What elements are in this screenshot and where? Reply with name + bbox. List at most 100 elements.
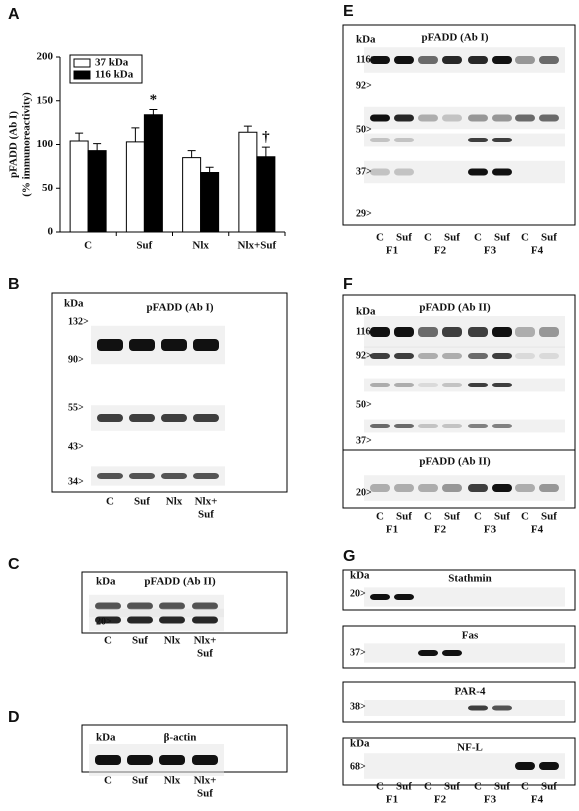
- band: [468, 327, 488, 337]
- marker-label: 20>: [350, 588, 366, 599]
- legend-swatch: [73, 70, 91, 80]
- lane-label: Suf: [444, 232, 460, 244]
- lane-label: C: [106, 496, 114, 508]
- fraction-label: F3: [484, 524, 497, 536]
- lane-label: Nlx+: [194, 635, 217, 647]
- marker-label: 116>: [356, 326, 376, 337]
- band: [370, 594, 390, 600]
- lane-label: Suf: [197, 788, 213, 800]
- bar: [200, 172, 220, 233]
- lane-label: C: [376, 511, 384, 523]
- y-tick-label: 0: [48, 226, 54, 238]
- band: [127, 755, 153, 765]
- band: [492, 353, 512, 359]
- fraction-label: F3: [484, 245, 497, 257]
- band: [539, 114, 559, 122]
- band: [394, 383, 414, 387]
- blot-background: [364, 106, 565, 130]
- marker-label: 37>: [356, 435, 372, 446]
- kda-label: kDa: [64, 298, 84, 310]
- band: [370, 114, 390, 122]
- marker-label: 34>: [68, 476, 84, 487]
- band: [192, 755, 218, 765]
- lane-label: C: [474, 511, 482, 523]
- marker-label: 37>: [350, 647, 366, 658]
- lane-label: C: [521, 232, 529, 244]
- lane-label: Suf: [132, 635, 148, 647]
- bar: [143, 114, 163, 233]
- band: [95, 602, 121, 610]
- blot-background: [89, 608, 224, 632]
- lane-label: Suf: [541, 511, 557, 523]
- band: [442, 650, 462, 656]
- bar: [69, 140, 89, 233]
- panel-letter: G: [343, 548, 355, 565]
- fraction-label: F2: [434, 245, 447, 257]
- marker-label: 90>: [68, 354, 84, 365]
- band: [515, 114, 535, 122]
- fraction-label: F4: [531, 524, 544, 536]
- blot-title: pFADD (Ab I): [421, 32, 488, 44]
- fraction-label: F2: [434, 794, 447, 806]
- band: [418, 353, 438, 359]
- lane-label: C: [376, 232, 384, 244]
- band: [539, 56, 559, 64]
- lane-label: Suf: [444, 511, 460, 523]
- lane-label: Suf: [396, 511, 412, 523]
- band: [442, 484, 462, 492]
- panel-letter: C: [8, 556, 20, 573]
- band: [394, 353, 414, 359]
- band: [539, 353, 559, 359]
- lane-label: C: [104, 775, 112, 787]
- band: [492, 484, 512, 492]
- lane-label: C: [376, 781, 384, 793]
- band: [418, 56, 438, 64]
- band: [193, 339, 219, 351]
- band: [95, 616, 121, 624]
- blot-title: PAR-4: [455, 686, 486, 698]
- band: [97, 414, 123, 422]
- band: [492, 424, 512, 428]
- fraction-label: F1: [386, 524, 398, 536]
- fraction-label: F4: [531, 794, 544, 806]
- panel-letter: B: [8, 276, 20, 293]
- band: [394, 594, 414, 600]
- marker-label: 50>: [356, 124, 372, 135]
- band: [192, 602, 218, 610]
- band: [370, 168, 390, 176]
- band: [159, 602, 185, 610]
- kda-label: kDa: [96, 576, 116, 588]
- band: [159, 755, 185, 765]
- band: [159, 616, 185, 624]
- lane-label: C: [521, 511, 529, 523]
- blot-background: [364, 378, 565, 392]
- band: [418, 484, 438, 492]
- band: [129, 414, 155, 422]
- lane-label: Nlx: [166, 496, 183, 508]
- lane-label: C: [424, 781, 432, 793]
- band: [442, 353, 462, 359]
- kda-label: kDa: [350, 570, 370, 582]
- blot-background: [364, 643, 565, 663]
- marker-label: 38>: [350, 701, 366, 712]
- blot-background: [364, 133, 565, 147]
- legend-label: 116 kDa: [95, 69, 134, 81]
- y-tick-label: 50: [42, 182, 54, 194]
- annotation: *: [150, 92, 158, 108]
- lane-label: Suf: [132, 775, 148, 787]
- band: [370, 327, 390, 337]
- y-axis-label: pFADD (Ab I): [8, 111, 20, 178]
- band: [468, 353, 488, 359]
- lane-label: Suf: [541, 232, 557, 244]
- kda-label: kDa: [350, 738, 370, 750]
- lane-label: Suf: [494, 511, 510, 523]
- x-tick-label: Nlx: [192, 240, 209, 252]
- blot-background: [91, 466, 225, 486]
- blot-title: β-actin: [164, 732, 197, 744]
- band: [442, 383, 462, 387]
- lane-label: Suf: [541, 781, 557, 793]
- band: [468, 138, 488, 142]
- band: [515, 56, 535, 64]
- blot-title: Stathmin: [448, 573, 491, 585]
- band: [161, 339, 187, 351]
